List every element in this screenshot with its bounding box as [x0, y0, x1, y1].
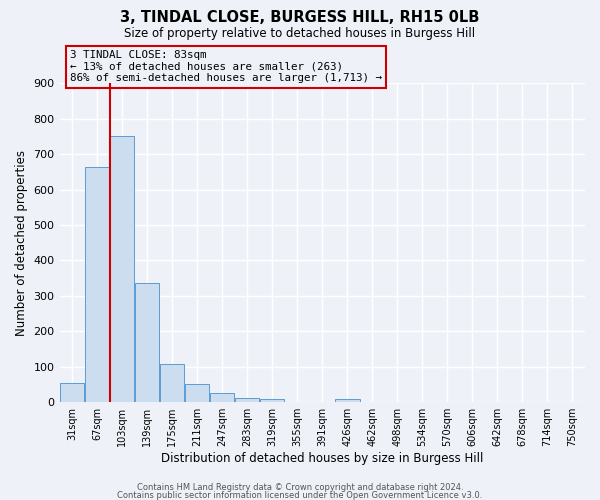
Bar	[235, 398, 259, 402]
Bar	[60, 382, 85, 402]
Text: Size of property relative to detached houses in Burgess Hill: Size of property relative to detached ho…	[124, 28, 476, 40]
Text: 3 TINDAL CLOSE: 83sqm
← 13% of detached houses are smaller (263)
86% of semi-det: 3 TINDAL CLOSE: 83sqm ← 13% of detached …	[70, 50, 382, 83]
Bar	[160, 364, 184, 402]
Bar	[110, 136, 134, 402]
Bar	[210, 394, 235, 402]
Text: Contains public sector information licensed under the Open Government Licence v3: Contains public sector information licen…	[118, 490, 482, 500]
Y-axis label: Number of detached properties: Number of detached properties	[15, 150, 28, 336]
Text: 3, TINDAL CLOSE, BURGESS HILL, RH15 0LB: 3, TINDAL CLOSE, BURGESS HILL, RH15 0LB	[121, 10, 479, 25]
Bar	[135, 284, 160, 402]
Bar	[85, 167, 109, 402]
Bar	[260, 398, 284, 402]
Text: Contains HM Land Registry data © Crown copyright and database right 2024.: Contains HM Land Registry data © Crown c…	[137, 484, 463, 492]
Bar	[335, 398, 359, 402]
X-axis label: Distribution of detached houses by size in Burgess Hill: Distribution of detached houses by size …	[161, 452, 484, 465]
Bar	[185, 384, 209, 402]
